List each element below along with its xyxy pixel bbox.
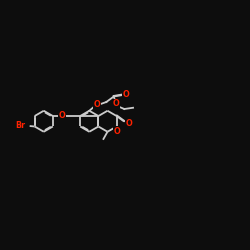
Text: O: O <box>122 90 129 98</box>
Text: O: O <box>125 119 132 128</box>
Text: Br: Br <box>15 122 25 130</box>
Text: O: O <box>113 100 120 108</box>
Text: O: O <box>114 126 120 136</box>
Text: O: O <box>94 100 100 109</box>
Text: O: O <box>59 112 66 120</box>
